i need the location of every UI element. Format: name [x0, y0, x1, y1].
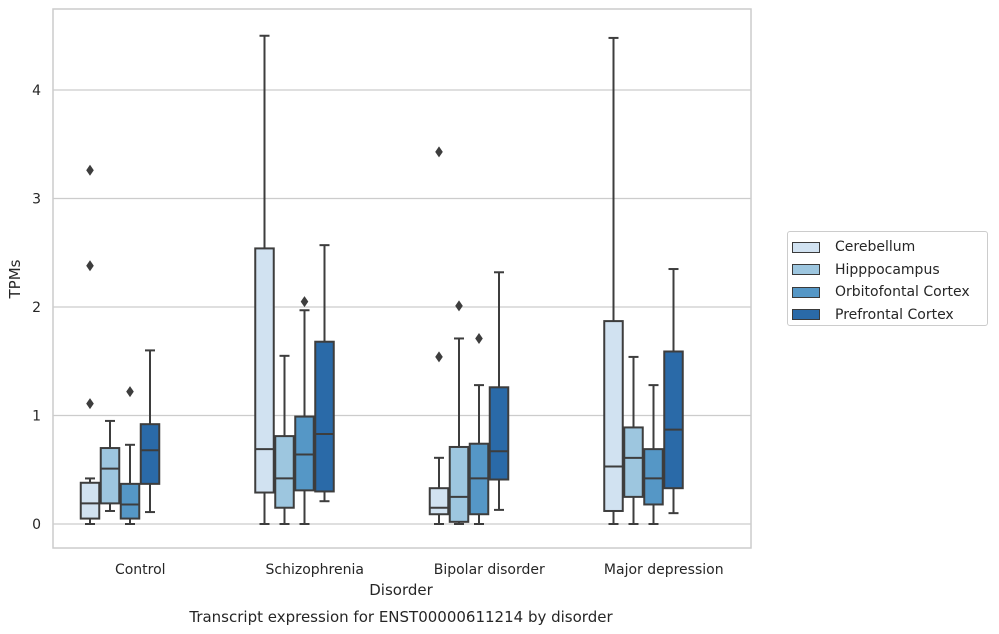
y-axis-ticks: 0 1 2 3 4 [32, 83, 41, 533]
legend-swatch [792, 264, 820, 276]
x-tick-label: Schizophrenia [266, 562, 364, 578]
box-iqr [663, 350, 684, 490]
x-tick-label: Bipolar disorder [434, 562, 545, 578]
box-orbitofontal-cortex [294, 296, 315, 525]
legend-item: Orbitofontal Cortex [792, 281, 987, 304]
box-iqr [314, 340, 335, 493]
x-axis-label: Disorder [369, 581, 433, 599]
legend-label: Hipppocampus [835, 261, 940, 278]
x-tick-label: Major depression [604, 562, 724, 578]
box-hipppocampus [448, 300, 470, 525]
y-tick-label: 2 [32, 300, 41, 316]
box-iqr [139, 423, 161, 485]
legend-swatch [792, 309, 820, 321]
outlier-point [86, 398, 94, 410]
box-orbitofontal-cortex [119, 386, 141, 525]
legend-item: Cerebellum [792, 236, 987, 259]
box-cerebellum [603, 36, 624, 525]
box-iqr [428, 487, 450, 516]
box-prefrontal-cortex [314, 244, 335, 503]
outlier-point [126, 386, 134, 398]
box-iqr [488, 386, 510, 481]
box-prefrontal-cortex [488, 271, 510, 511]
box-iqr [79, 481, 101, 520]
outlier-point [435, 351, 443, 363]
box-iqr [603, 320, 624, 512]
legend-swatch [792, 241, 820, 253]
box-prefrontal-cortex [139, 349, 161, 514]
outlier-point [475, 332, 483, 344]
box-iqr [119, 482, 141, 520]
legend-label: Cerebellum [835, 239, 916, 256]
outlier-point [300, 296, 309, 308]
plot-frame [52, 8, 752, 549]
box-iqr [99, 447, 121, 505]
legend-label: Orbitofontal Cortex [835, 284, 970, 301]
box-orbitofontal-cortex [468, 332, 490, 525]
y-tick-label: 3 [32, 192, 41, 208]
outlier-point [435, 146, 443, 158]
box-iqr [294, 415, 315, 492]
x-axis-ticks: Control Schizophrenia Bipolar disorder Majo… [115, 562, 724, 578]
box-cerebellum [254, 34, 275, 525]
y-tick-label: 0 [32, 517, 41, 533]
box-hipppocampus [623, 355, 644, 525]
box-groups [79, 34, 684, 525]
y-tick-label: 4 [32, 83, 41, 99]
plot-border [52, 8, 752, 549]
y-tick-label: 1 [32, 409, 41, 425]
box-prefrontal-cortex [663, 268, 684, 515]
box-hipppocampus [274, 354, 295, 525]
legend-swatch [792, 286, 820, 298]
box-iqr [623, 426, 644, 498]
box-hipppocampus [99, 419, 121, 512]
box-iqr [274, 435, 295, 509]
outlier-point [86, 260, 94, 272]
box-iqr [448, 445, 470, 523]
chart-title: Transcript expression for ENST0000061121… [188, 608, 613, 626]
legend-item: Hipppocampus [792, 259, 987, 282]
legend: Cerebellum Hipppocampus Orbitofontal Corte… [787, 231, 988, 326]
outlier-point [455, 300, 463, 312]
outlier-point [86, 164, 94, 176]
box-iqr [643, 448, 664, 506]
x-tick-label: Control [115, 562, 166, 578]
legend-item: Prefrontal Cortex [792, 304, 987, 327]
box-orbitofontal-cortex [643, 384, 664, 525]
box-cerebellum [428, 146, 450, 525]
box-iqr [254, 247, 275, 494]
box-cerebellum [79, 164, 101, 525]
legend-label: Prefrontal Cortex [835, 306, 954, 323]
y-axis-label: TPMs [6, 259, 24, 299]
